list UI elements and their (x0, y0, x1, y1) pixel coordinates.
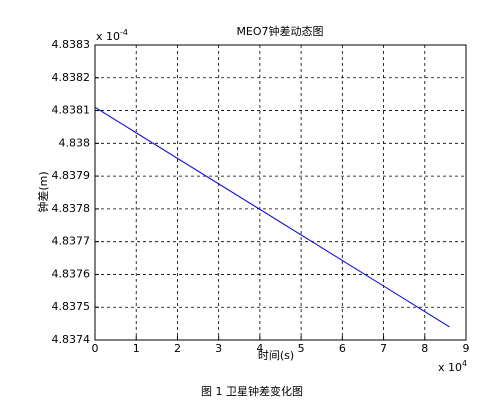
x-tick-label: 5 (298, 342, 305, 355)
x-tick-label: 3 (215, 342, 222, 355)
caption: 图 1 卫星钟差变化图 (201, 384, 303, 398)
y-tick-label: 4.8381 (52, 104, 91, 117)
plot-area (95, 45, 466, 340)
y-multiplier-exponent: -4 (120, 28, 128, 37)
y-tick-label: 4.8377 (52, 235, 91, 248)
y-tick-label: 4.838 (59, 136, 91, 149)
y-tick-label: 4.8383 (52, 38, 91, 51)
y-tick-label: 4.8374 (52, 333, 91, 346)
y-tick-label: 4.8375 (52, 300, 91, 313)
x-tick-label: 1 (133, 342, 140, 355)
y-tick-label: 4.8379 (52, 169, 91, 182)
x-tick-label: 2 (174, 342, 181, 355)
x-tick-label: 7 (380, 342, 387, 355)
y-multiplier-base: x 10 (96, 30, 120, 43)
x-multiplier: x 104 (438, 359, 467, 375)
y-multiplier: x 10-4 (96, 28, 128, 44)
x-axis-label: 时间(s) (258, 349, 294, 362)
chart-title: MEO7钟差动态图 (236, 24, 323, 38)
x-multiplier-exponent: 4 (462, 359, 467, 368)
x-tick-label: 8 (421, 342, 428, 355)
x-tick-label: 0 (92, 342, 99, 355)
y-axis-label: 钟差(m) (36, 171, 50, 212)
x-tick-label: 6 (339, 342, 346, 355)
x-multiplier-base: x 10 (438, 361, 462, 374)
y-tick-label: 4.8378 (52, 202, 91, 215)
y-tick-label: 4.8382 (52, 71, 91, 84)
plot-frame (94, 44, 467, 341)
x-tick-label: 4 (256, 342, 263, 355)
y-tick-label: 4.8376 (52, 267, 91, 280)
x-tick-label: 9 (463, 342, 470, 355)
series-line (94, 106, 450, 328)
